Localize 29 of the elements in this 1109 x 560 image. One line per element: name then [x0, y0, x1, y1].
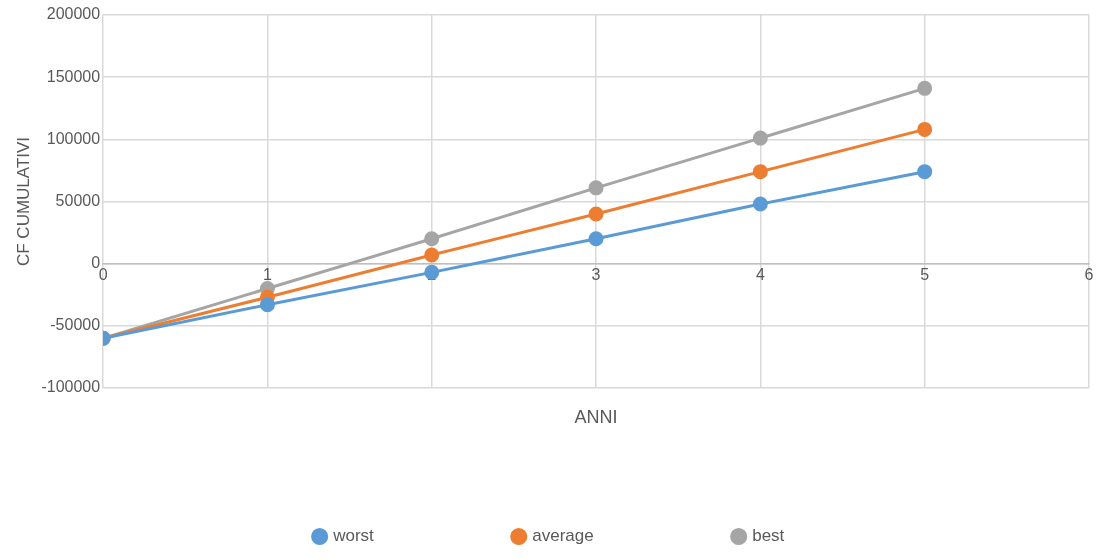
x-axis-title: ANNI: [574, 406, 618, 427]
point: [917, 164, 933, 180]
point: [588, 180, 604, 196]
point: [259, 297, 275, 313]
point: [588, 206, 604, 222]
x-tick-label: 6: [1084, 265, 1094, 283]
y-tick-label: 150000: [46, 67, 101, 85]
point: [424, 247, 440, 263]
point: [752, 164, 768, 180]
legend-label: best: [752, 526, 785, 546]
point: [917, 121, 933, 137]
y-tick-label: -100000: [41, 378, 101, 396]
y-tick-label: 200000: [46, 5, 101, 23]
x-tick-label: 5: [920, 265, 930, 283]
x-tick-label: 4: [755, 265, 765, 283]
legend-label: worst: [332, 526, 375, 546]
point: [917, 80, 933, 96]
y-tick-label: 50000: [55, 191, 101, 209]
legend-label: average: [532, 526, 594, 546]
x-tick-label: 3: [591, 265, 601, 283]
y-tick-label: -50000: [50, 316, 101, 334]
point: [424, 264, 440, 280]
point: [424, 231, 440, 247]
x-tick-label: 1: [262, 265, 272, 283]
y-axis-title: CF CUMULATIVI: [13, 136, 33, 267]
point: [752, 196, 768, 212]
point: [588, 231, 604, 247]
y-tick-label: 100000: [46, 129, 101, 147]
point: [752, 130, 768, 146]
